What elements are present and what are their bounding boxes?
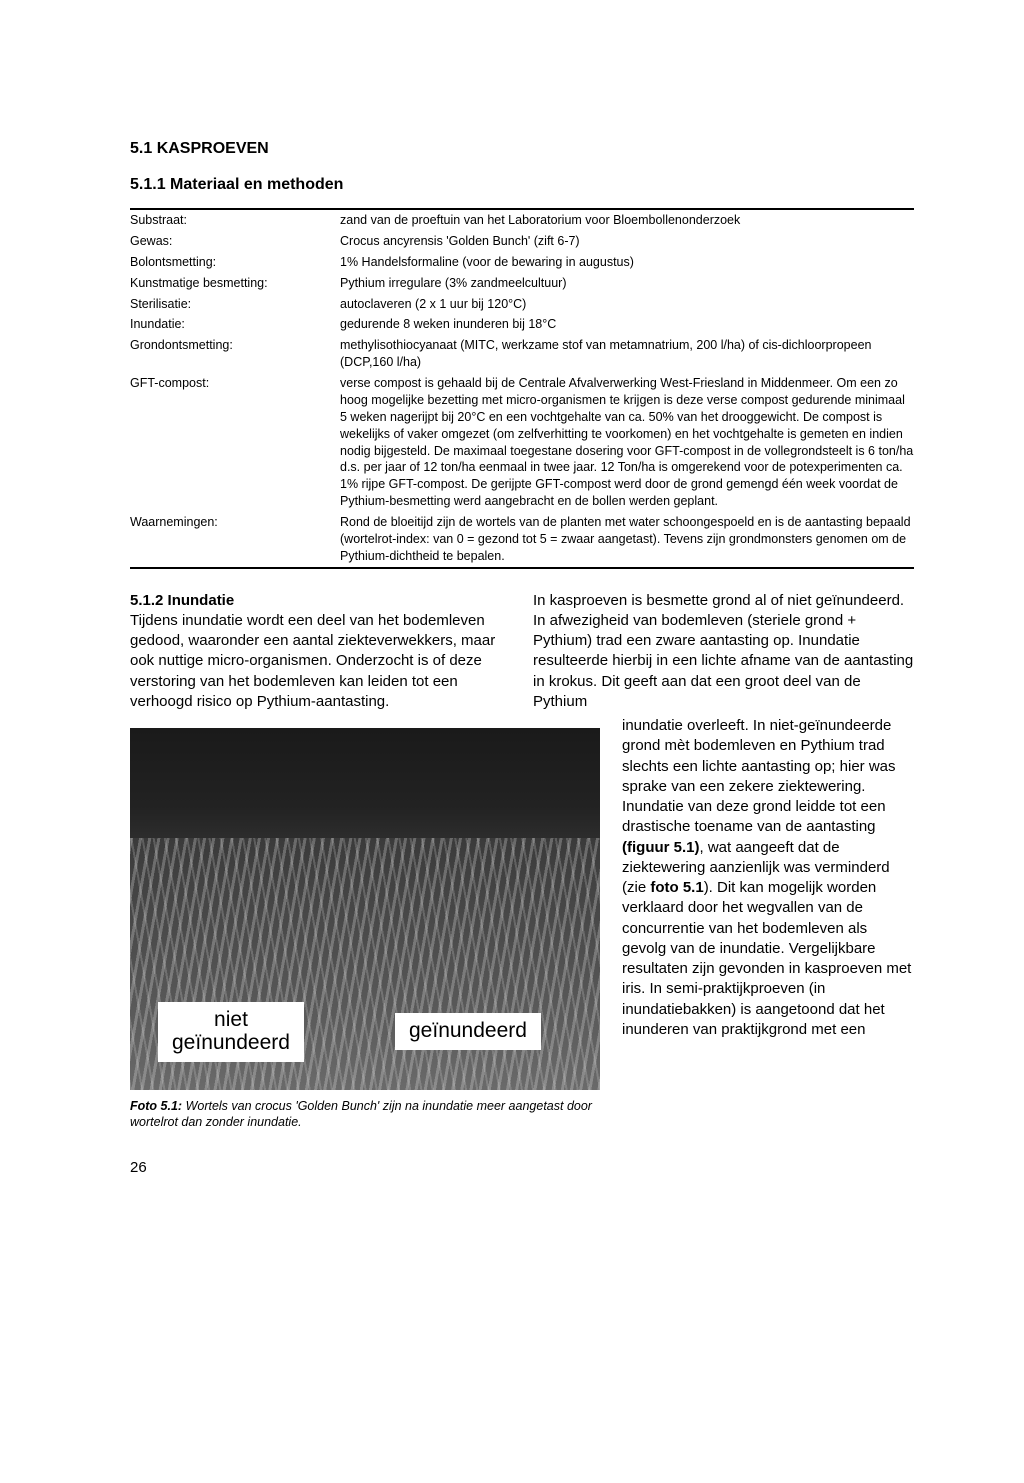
two-column-body: 5.1.2 Inundatie Tijdens inundatie wordt … (130, 591, 914, 713)
table-row: Gewas:Crocus ancyrensis 'Golden Bunch' (… (130, 231, 914, 252)
table-label: Bolontsmetting: (130, 252, 340, 273)
inundatie-heading: 5.1.2 Inundatie (130, 592, 234, 609)
right-column-intro: In kasproeven is besmette grond al of ni… (533, 591, 914, 713)
table-label: Inundatie: (130, 314, 340, 335)
photo-label-left: nietgeïnundeerd (158, 1002, 304, 1062)
table-row: Waarnemingen:Rond de bloeitijd zijn de w… (130, 512, 914, 567)
table-label: Grondontsmetting: (130, 335, 340, 373)
table-row: Kunstmatige besmetting:Pythium irregular… (130, 273, 914, 294)
table-label: Substraat: (130, 210, 340, 231)
table-value: Pythium irregulare (3% zandmeelcultuur) (340, 273, 914, 294)
table-value: autoclaveren (2 x 1 uur bij 120°C) (340, 294, 914, 315)
right-column-continued: inundatie overleeft. In niet-geïnundeerd… (622, 716, 914, 1131)
table-row: Bolontsmetting:1% Handelsformaline (voor… (130, 252, 914, 273)
table-label: GFT-compost: (130, 373, 340, 512)
table-label: Waarnemingen: (130, 512, 340, 567)
page-number: 26 (130, 1159, 914, 1176)
table-value: zand van de proeftuin van het Laboratori… (340, 210, 914, 231)
table-row: Inundatie:gedurende 8 weken inunderen bi… (130, 314, 914, 335)
photo-5-1: nietgeïnundeerd geïnundeerd (130, 728, 600, 1090)
table-value: gedurende 8 weken inunderen bij 18°C (340, 314, 914, 335)
figure-and-text-grid: nietgeïnundeerd geïnundeerd Foto 5.1: Wo… (130, 716, 914, 1131)
table-row: Substraat:zand van de proeftuin van het … (130, 210, 914, 231)
photo-label-right: geïnundeerd (395, 1013, 541, 1050)
table-value: Rond de bloeitijd zijn de wortels van de… (340, 512, 914, 567)
table-label: Kunstmatige besmetting: (130, 273, 340, 294)
foto-reference: foto 5.1 (650, 879, 703, 896)
right-intro-text: In kasproeven is besmette grond al of ni… (533, 592, 913, 710)
table-value: 1% Handelsformaline (voor de bewaring in… (340, 252, 914, 273)
continue-text-1: inundatie overleeft. In niet-geïnundeerd… (622, 717, 896, 835)
figure-reference: (figuur 5.1) (622, 839, 700, 856)
table-row: Sterilisatie:autoclaveren (2 x 1 uur bij… (130, 294, 914, 315)
table-row: GFT-compost:verse compost is gehaald bij… (130, 373, 914, 512)
subsection-heading: 5.1.1 Materiaal en methoden (130, 176, 914, 194)
table-label: Sterilisatie: (130, 294, 340, 315)
figure-block: nietgeïnundeerd geïnundeerd Foto 5.1: Wo… (130, 728, 600, 1131)
table-label: Gewas: (130, 231, 340, 252)
left-intro-text: Tijdens inundatie wordt een deel van het… (130, 612, 495, 710)
figure-caption: Foto 5.1: Wortels van crocus 'Golden Bun… (130, 1098, 600, 1131)
continue-text-3: ). Dit kan mogelijk worden verklaard doo… (622, 879, 911, 1038)
caption-label: Foto 5.1: (130, 1099, 182, 1113)
table-row: Grondontsmetting:methylisothiocyanaat (M… (130, 335, 914, 373)
section-heading: 5.1 KASPROEVEN (130, 140, 914, 158)
caption-text: Wortels van crocus 'Golden Bunch' zijn n… (130, 1099, 592, 1129)
materials-table: Substraat:zand van de proeftuin van het … (130, 208, 914, 569)
table-value: Crocus ancyrensis 'Golden Bunch' (zift 6… (340, 231, 914, 252)
table-value: methylisothiocyanaat (MITC, werkzame sto… (340, 335, 914, 373)
table-value: verse compost is gehaald bij de Centrale… (340, 373, 914, 512)
left-column: 5.1.2 Inundatie Tijdens inundatie wordt … (130, 591, 511, 713)
